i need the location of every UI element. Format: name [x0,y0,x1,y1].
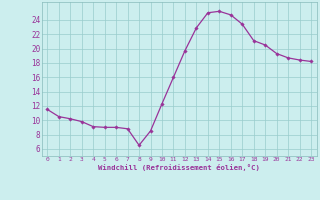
X-axis label: Windchill (Refroidissement éolien,°C): Windchill (Refroidissement éolien,°C) [98,164,260,171]
